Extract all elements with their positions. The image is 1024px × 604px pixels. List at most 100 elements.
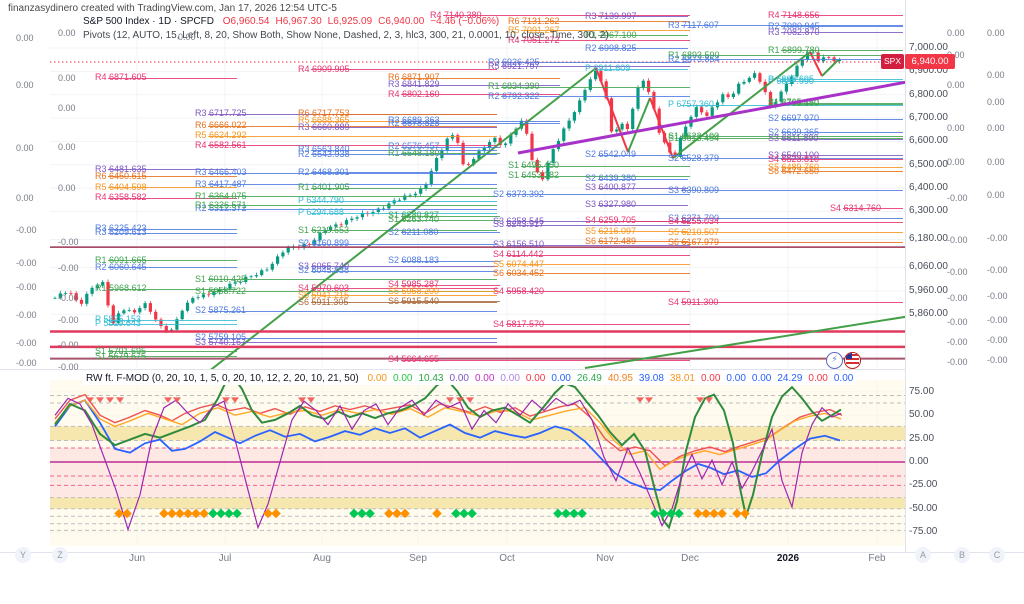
month-label[interactable]: Feb (868, 553, 886, 564)
pivot-label: R1 7067.100 (585, 29, 637, 40)
pivot-label: S4 6314.760 (830, 202, 882, 213)
pivot-line (443, 15, 690, 16)
zero-value-label: -0.00 (58, 340, 79, 350)
osc-value: 0.00 (500, 373, 520, 384)
price-tick: 6,180.00 (909, 233, 948, 245)
zero-value-label: 0.00 (58, 142, 76, 152)
oscillator-name[interactable]: RW ft. F-MOD (0, 20, 10, 1, 5, 0, 20, 10… (86, 373, 359, 384)
pivot-label: S4 6255.034 (668, 216, 720, 227)
ohlc-values: O6,960.54 H6,967.30 L6,925.09 C6,940.00 −4.4… (217, 16, 499, 27)
oscillator-legend[interactable]: RW ft. F-MOD (0, 20, 10, 1, 5, 0, 20, 10… (83, 372, 857, 385)
pivot-label: R3 6209.613 (95, 227, 147, 238)
pivot-line (108, 197, 237, 199)
diamond-orange-icon (717, 508, 727, 519)
chart-shortcut-button-z[interactable]: Z (52, 547, 68, 563)
month-label[interactable]: Sep (409, 553, 427, 564)
chart-shortcut-button-y[interactable]: Y (15, 547, 31, 563)
diamond-green-icon (208, 508, 218, 519)
pivot-label: S4 5958.420 (493, 285, 545, 296)
pivot-line (781, 26, 903, 27)
pivot-line (311, 172, 497, 174)
chart-shortcut-button-c[interactable]: C (989, 547, 1005, 563)
pivot-label: R3 7117.607 (668, 19, 719, 30)
chart-shortcut-button-a[interactable]: A (915, 547, 931, 563)
pivot-line (401, 84, 560, 86)
sell-triangle-icon (456, 397, 464, 403)
pivot-line (598, 35, 688, 36)
pivot-line (681, 218, 903, 220)
pivot-label: R5 6624.292 (195, 130, 247, 141)
osc-line-blue (54, 399, 841, 492)
month-label[interactable]: Nov (596, 553, 614, 564)
time-axis[interactable]: Jun Jul Aug Sep Oct Nov Dec 2026 Feb (0, 552, 1024, 575)
pivot-line (401, 301, 500, 303)
pivot-label: R4 6871.605 (95, 72, 147, 83)
pivot-label: P 6757.360 (668, 99, 714, 110)
pivot-label: S5 6074.447 (493, 258, 545, 269)
pivot-label: R4 7140.380 (430, 9, 482, 20)
pivot-label: R2 6468.301 (298, 166, 350, 177)
pivot-label: S3 5740.167 (195, 336, 247, 347)
pivot-line (598, 241, 688, 243)
month-label[interactable]: Jun (128, 553, 146, 564)
pivots-indicator-legend[interactable]: Pivots (12, AUTO, 15, Left, 8, 20, Show … (83, 30, 609, 41)
pivot-label: R6 6717.753 (298, 108, 350, 119)
month-label[interactable]: Aug (313, 553, 331, 564)
footer: TradingView (0, 574, 1024, 604)
osc-value: 0.00 (833, 373, 854, 384)
pivot-label: R2 6060.645 (95, 261, 147, 272)
zero-value-label: -0.00 (987, 291, 1008, 301)
pivot-label: R1 6899.780 (768, 44, 820, 55)
pivot-label: S6 6034.452 (493, 267, 545, 278)
month-label[interactable]: Jul (218, 553, 232, 564)
month-label[interactable]: Dec (681, 553, 699, 564)
zero-value-label: -0.00 (16, 358, 37, 368)
price-tick: 6,060.00 (909, 261, 948, 273)
pivot-label: P 5819.643 (95, 318, 141, 329)
chart-shortcut-button-b[interactable]: B (954, 547, 970, 563)
sell-triangle-icon (86, 397, 94, 403)
diamond-orange-icon (709, 508, 719, 519)
zero-value-label: -0.00 (16, 310, 37, 320)
pivot-label: P 6911.609 (585, 63, 631, 74)
osc-tick: -25.00 (909, 479, 938, 491)
month-label[interactable]: 2026 (776, 553, 800, 564)
pivot-line (598, 178, 688, 180)
price-axis[interactable]: USD7,000.006,900.006,800.006,700.006,600… (881, 0, 1024, 552)
pivot-label: S2 6528.379 (668, 152, 720, 163)
spx-price-badge: SPX 6,940.00 (881, 54, 956, 69)
pivot-line (311, 295, 497, 297)
pivot-line (311, 113, 497, 115)
sell-triangle-icon (696, 397, 704, 403)
osc-value: 40.95 (607, 373, 633, 384)
lightning-icon[interactable]: ⚡ (826, 352, 843, 369)
pivot-line (208, 279, 497, 281)
pivot-label: S6 5911.305 (298, 296, 349, 307)
pivot-line (401, 219, 500, 221)
diamond-green-icon (666, 508, 676, 519)
price-tick: 6,900.00 (909, 65, 948, 77)
sell-triangle-icon (466, 397, 474, 403)
osc-value: 39.08 (638, 373, 664, 384)
sell-triangle-icon (106, 397, 114, 403)
pivot-line (108, 228, 237, 230)
pivot-label: P 5835.153 (95, 314, 141, 325)
symbol-legend[interactable]: S&P 500 Index · 1D · SPCFD O6,960.54 H6,9… (83, 16, 499, 27)
diamond-orange-icon (740, 508, 750, 519)
zero-value-label: -0.00 (58, 237, 79, 247)
pivot-label: S3 6400.877 (585, 182, 637, 193)
pivot-label: R5 6688.365 (298, 115, 350, 126)
pivot-line (311, 270, 497, 272)
pivot-line (506, 291, 690, 293)
symbol-title[interactable]: S&P 500 Index · 1D · SPCFD (83, 16, 214, 27)
pivot-label: S2 6697.970 (768, 113, 820, 124)
month-label[interactable]: Oct (499, 553, 515, 564)
pivot-label: S3 6065.740 (298, 260, 350, 271)
pivot-label: P 6294.688 (298, 207, 344, 218)
diamond-green-icon (216, 508, 226, 519)
pivot-label: S2 6542.049 (585, 149, 637, 160)
pivot-label: S1 6613.454 (668, 132, 720, 143)
diamond-orange-icon (183, 508, 193, 519)
pivot-label: S5 5941.215 (298, 289, 350, 300)
us-flag-icon[interactable] (844, 352, 861, 369)
